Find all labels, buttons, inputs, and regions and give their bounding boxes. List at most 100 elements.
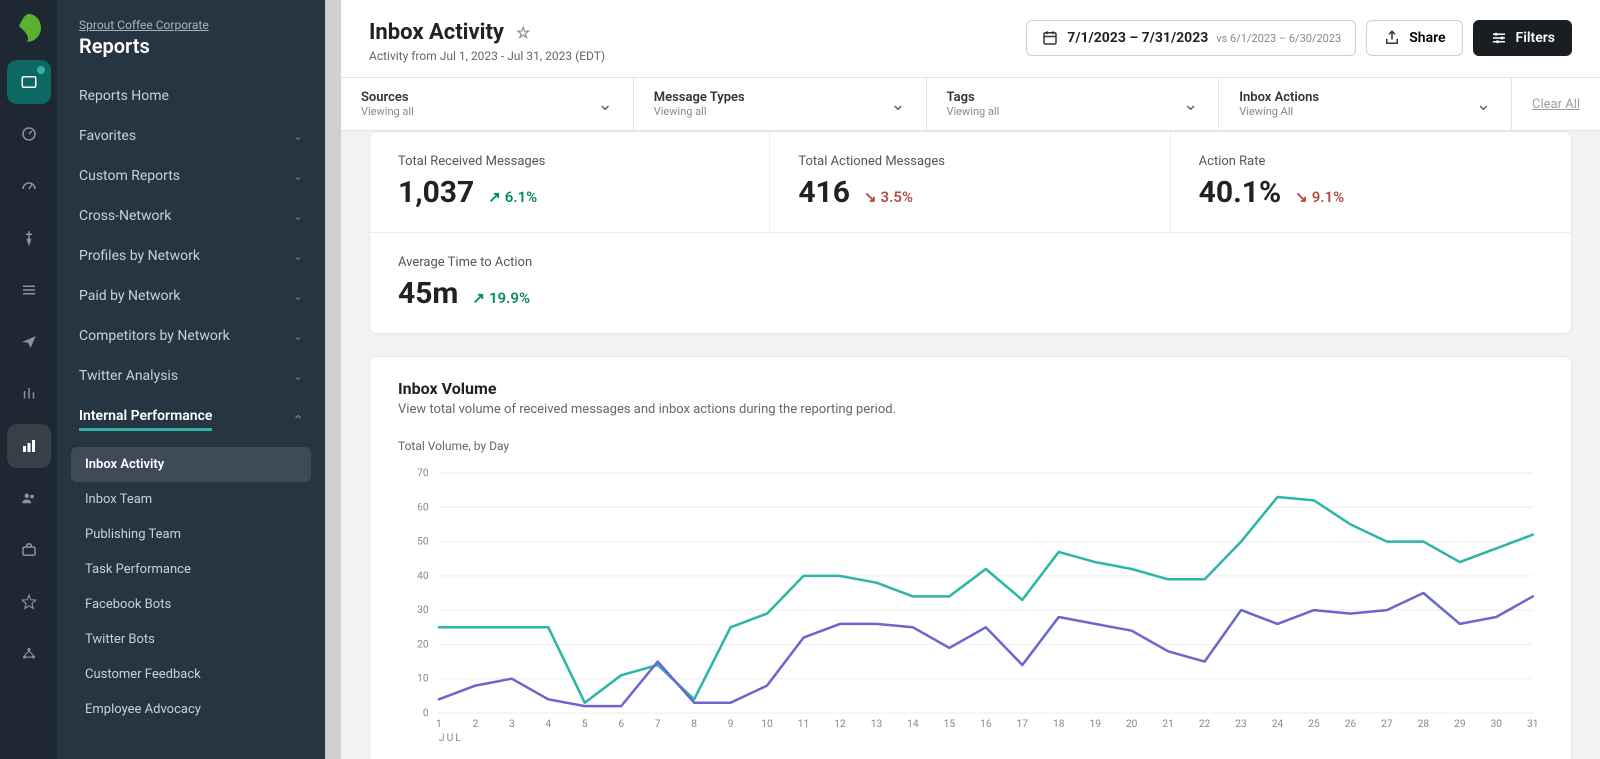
chevron-down-icon: ⌄	[293, 329, 303, 343]
iconbar-pin[interactable]	[7, 216, 51, 260]
svg-text:16: 16	[980, 719, 992, 730]
page-title: Inbox Activity ☆	[369, 20, 530, 45]
svg-text:10: 10	[761, 719, 773, 730]
chart-card: Inbox Volume View total volume of receiv…	[369, 356, 1572, 759]
share-label: Share	[1409, 30, 1445, 46]
kpi-label: Action Rate	[1199, 154, 1543, 169]
sub-twitter-bots[interactable]: Twitter Bots	[71, 622, 311, 657]
filter-message-types[interactable]: Message TypesViewing all ⌄	[634, 78, 927, 130]
iconbar-network[interactable]	[7, 632, 51, 676]
sub-employee-advocacy[interactable]: Employee Advocacy	[71, 692, 311, 727]
svg-text:11: 11	[798, 719, 809, 730]
chevron-up-icon: ⌃	[293, 413, 303, 427]
kpi-delta: ↘3.5%	[864, 188, 913, 206]
svg-text:17: 17	[1017, 719, 1029, 730]
kpi-value: 416	[798, 175, 850, 210]
svg-text:24: 24	[1272, 719, 1284, 730]
svg-text:20: 20	[417, 640, 429, 651]
kpi-delta-value: 9.1%	[1312, 188, 1344, 206]
page-header: Inbox Activity ☆ Activity from Jul 1, 20…	[341, 0, 1600, 77]
nav-label: Profiles by Network	[79, 248, 200, 264]
sidebar-scrollbar[interactable]	[325, 0, 341, 759]
sub-publishing-team[interactable]: Publishing Team	[71, 517, 311, 552]
filter-inbox-actions[interactable]: Inbox ActionsViewing All ⌄	[1219, 78, 1512, 130]
iconbar-list[interactable]	[7, 268, 51, 312]
svg-text:6: 6	[618, 719, 624, 730]
nav-internal-performance[interactable]: Internal Performance ⌃	[57, 396, 325, 443]
svg-text:2: 2	[472, 719, 478, 730]
svg-text:50: 50	[417, 537, 429, 548]
filters-button[interactable]: Filters	[1473, 20, 1572, 56]
nav-competitors-by-network[interactable]: Competitors by Network ⌄	[57, 316, 325, 356]
kpi-delta: ↗19.9%	[472, 289, 530, 307]
filter-sources[interactable]: SourcesViewing all ⌄	[341, 78, 634, 130]
kpi-label: Total Received Messages	[398, 154, 741, 169]
iconbar-speed[interactable]	[7, 164, 51, 208]
sub-facebook-bots[interactable]: Facebook Bots	[71, 587, 311, 622]
svg-text:40: 40	[417, 571, 429, 582]
favorite-star-icon[interactable]: ☆	[516, 23, 530, 42]
sub-task-performance[interactable]: Task Performance	[71, 552, 311, 587]
iconbar-briefcase[interactable]	[7, 528, 51, 572]
share-button[interactable]: Share	[1366, 20, 1462, 56]
filter-tags[interactable]: TagsViewing all ⌄	[927, 78, 1220, 130]
iconbar-messages[interactable]	[7, 60, 51, 104]
date-compare: 6/1/2023 – 6/30/2023	[1230, 32, 1341, 45]
sub-nav-internal-performance: Inbox Activity Inbox Team Publishing Tea…	[57, 443, 325, 743]
kpi-delta-value: 19.9%	[489, 289, 530, 307]
svg-text:30: 30	[1491, 719, 1503, 730]
chevron-down-icon: ⌄	[890, 94, 905, 115]
chevron-down-icon: ⌄	[1183, 94, 1198, 115]
nav-favorites[interactable]: Favorites ⌄	[57, 116, 325, 156]
page-subtitle: Activity from Jul 1, 2023 - Jul 31, 2023…	[369, 49, 605, 63]
sub-customer-feedback[interactable]: Customer Feedback	[71, 657, 311, 692]
nav-label: Twitter Analysis	[79, 368, 178, 384]
breadcrumb[interactable]: Sprout Coffee Corporate	[57, 18, 325, 32]
page-title-text: Inbox Activity	[369, 20, 504, 45]
iconbar-star[interactable]	[7, 580, 51, 624]
notification-dot	[37, 66, 45, 74]
kpi-total-actioned: Total Actioned Messages 416 ↘3.5%	[770, 132, 1170, 233]
logo-icon	[13, 12, 45, 44]
nav-label: Paid by Network	[79, 288, 180, 304]
kpi-value: 45m	[398, 276, 458, 311]
iconbar-people[interactable]	[7, 476, 51, 520]
nav-custom-reports[interactable]: Custom Reports ⌄	[57, 156, 325, 196]
svg-text:27: 27	[1381, 719, 1393, 730]
nav-paid-by-network[interactable]: Paid by Network ⌄	[57, 276, 325, 316]
chevron-down-icon: ⌄	[293, 249, 303, 263]
nav-profiles-by-network[interactable]: Profiles by Network ⌄	[57, 236, 325, 276]
date-compare-prefix: vs	[1216, 32, 1227, 45]
svg-text:25: 25	[1308, 719, 1320, 730]
filter-sub: Viewing all	[361, 105, 414, 118]
svg-text:28: 28	[1418, 719, 1430, 730]
svg-text:0: 0	[423, 708, 429, 719]
svg-text:9: 9	[728, 719, 734, 730]
svg-text:31: 31	[1527, 719, 1538, 730]
header-actions: 7/1/2023 – 7/31/2023 vs 6/1/2023 – 6/30/…	[1026, 20, 1572, 56]
clear-all-link[interactable]: Clear All	[1512, 78, 1600, 130]
svg-text:26: 26	[1345, 719, 1357, 730]
iconbar-reports[interactable]	[7, 424, 51, 468]
iconbar-dashboard[interactable]	[7, 112, 51, 156]
svg-text:15: 15	[944, 719, 956, 730]
svg-text:19: 19	[1089, 719, 1101, 730]
sub-inbox-activity[interactable]: Inbox Activity	[71, 447, 311, 482]
nav-label: Reports Home	[79, 88, 169, 104]
kpi-action-rate: Action Rate 40.1% ↘9.1%	[1171, 132, 1571, 233]
nav-label: Competitors by Network	[79, 328, 230, 344]
nav-cross-network[interactable]: Cross-Network ⌄	[57, 196, 325, 236]
svg-text:60: 60	[417, 502, 429, 513]
nav-label: Internal Performance	[79, 408, 212, 431]
iconbar-send[interactable]	[7, 320, 51, 364]
date-range-picker[interactable]: 7/1/2023 – 7/31/2023 vs 6/1/2023 – 6/30/…	[1026, 20, 1356, 56]
kpi-card: Total Received Messages 1,037 ↗6.1% Tota…	[369, 131, 1572, 334]
filter-title: Tags	[947, 90, 1000, 105]
svg-text:10: 10	[417, 674, 429, 685]
nav-reports-home[interactable]: Reports Home	[57, 76, 325, 116]
sub-inbox-team[interactable]: Inbox Team	[71, 482, 311, 517]
iconbar-equalizer[interactable]	[7, 372, 51, 416]
nav-twitter-analysis[interactable]: Twitter Analysis ⌄	[57, 356, 325, 396]
filter-sub: Viewing All	[1239, 105, 1319, 118]
sliders-icon	[1490, 29, 1508, 47]
